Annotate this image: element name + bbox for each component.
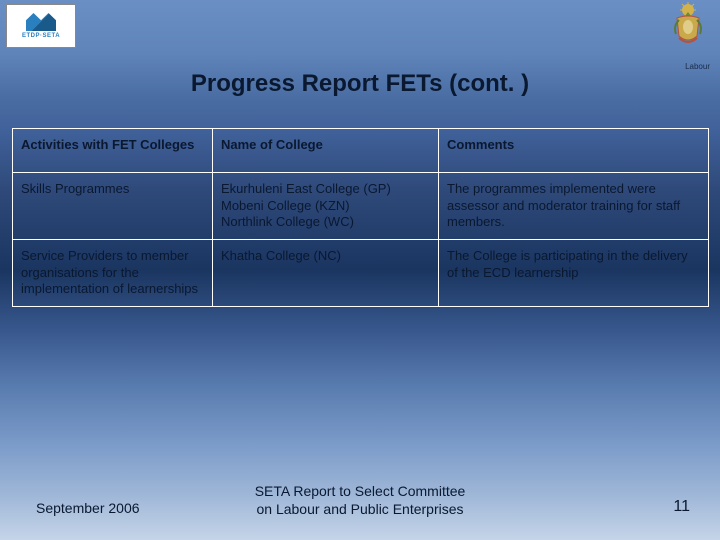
- fet-table: Activities with FET Colleges Name of Col…: [12, 128, 709, 307]
- cell-comment: The programmes implemented were assessor…: [439, 173, 709, 240]
- crest-icon: [667, 2, 709, 48]
- cell-college: Khatha College (NC): [213, 239, 439, 306]
- coat-of-arms-logo: [664, 2, 712, 56]
- page-title: Progress Report FETs (cont. ): [0, 70, 720, 98]
- etdp-seta-logo: ETDP·SETA: [6, 4, 76, 48]
- cell-college: Ekurhuleni East College (GP)Mobeni Colle…: [213, 173, 439, 240]
- footer-page-number: 11: [673, 498, 690, 516]
- cell-activity: Service Providers to member organisation…: [13, 239, 213, 306]
- table-header-row: Activities with FET Colleges Name of Col…: [13, 129, 709, 173]
- slide: ETDP·SETA Labour Progress Report FETs (c…: [0, 0, 720, 540]
- footer-center: SETA Report to Select Committeeon Labour…: [0, 483, 720, 518]
- table-container: Activities with FET Colleges Name of Col…: [12, 128, 708, 307]
- cell-comment: The College is participating in the deli…: [439, 239, 709, 306]
- table-row: Service Providers to member organisation…: [13, 239, 709, 306]
- col-activities: Activities with FET Colleges: [13, 129, 213, 173]
- col-college: Name of College: [213, 129, 439, 173]
- table-row: Skills Programmes Ekurhuleni East Colleg…: [13, 173, 709, 240]
- wave-icon: [26, 13, 56, 31]
- logo-left-text: ETDP·SETA: [22, 33, 60, 39]
- col-comments: Comments: [439, 129, 709, 173]
- cell-activity: Skills Programmes: [13, 173, 213, 240]
